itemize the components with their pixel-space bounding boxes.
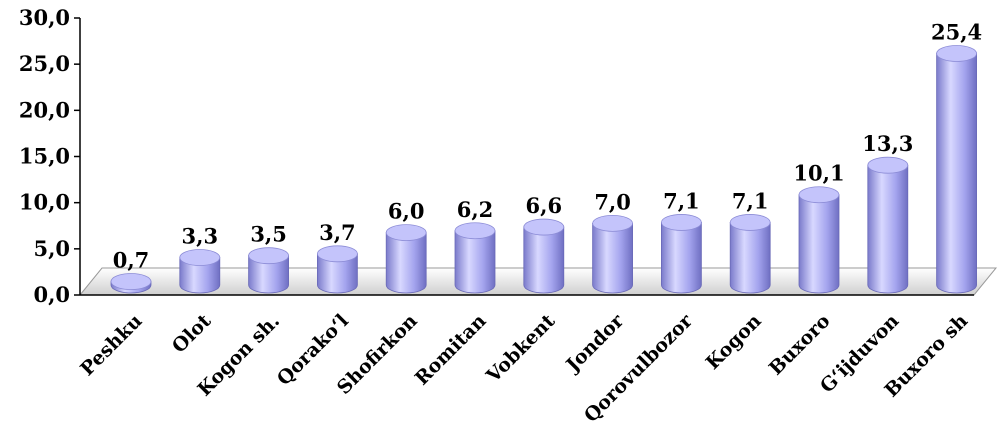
- bar: [798, 186, 840, 294]
- bar-top: [454, 222, 496, 240]
- y-tick-label: 5,0: [33, 236, 70, 261]
- bar-top: [316, 245, 358, 263]
- y-tick-label: 15,0: [19, 144, 70, 169]
- bar: [523, 218, 565, 294]
- bar-top: [936, 45, 977, 62]
- bar: [179, 249, 221, 294]
- bar-body: [867, 164, 909, 294]
- y-tick-label: 0,0: [33, 282, 70, 307]
- bar-body: [385, 232, 427, 294]
- bar-body: [179, 257, 221, 294]
- bar-body: [454, 230, 496, 294]
- bar-body: [317, 253, 358, 294]
- data-label: 7,0: [594, 189, 631, 214]
- bar-body: [523, 226, 565, 294]
- category-label: Olot: [168, 310, 216, 358]
- data-label: 3,7: [319, 220, 356, 245]
- bar-top: [179, 249, 221, 266]
- data-label: 13,3: [862, 131, 913, 156]
- bar-top: [798, 186, 840, 204]
- data-label: 0,7: [113, 248, 150, 273]
- bar-top: [248, 247, 290, 265]
- category-label: Kogon: [702, 310, 766, 374]
- data-label: 3,5: [250, 222, 287, 247]
- bar-body: [936, 53, 977, 294]
- bar-top: [385, 224, 427, 242]
- data-label: 7,1: [732, 188, 769, 213]
- data-label: 10,1: [793, 161, 844, 186]
- bar-top: [867, 156, 909, 174]
- bar: [454, 222, 496, 294]
- category-label: Romitan: [411, 310, 491, 390]
- bar: [936, 45, 977, 294]
- bar-top: [661, 214, 702, 231]
- bar: [867, 156, 909, 294]
- bar-top: [592, 214, 633, 232]
- bar: [592, 214, 633, 294]
- bar-top: [523, 218, 565, 236]
- data-label: 6,6: [526, 193, 563, 218]
- y-tick-label: 25,0: [19, 51, 70, 76]
- category-label: Vobkent: [482, 310, 560, 388]
- y-tick-label: 10,0: [19, 190, 70, 215]
- bar-top: [729, 214, 771, 231]
- bar-body: [729, 222, 771, 294]
- y-tick-label: 30,0: [19, 5, 70, 30]
- data-label: 6,2: [457, 197, 494, 222]
- bar: [729, 214, 771, 294]
- bar-body: [248, 255, 289, 294]
- y-tick-label: 20,0: [19, 97, 70, 122]
- data-label: 25,4: [931, 19, 982, 44]
- bar: [316, 245, 358, 294]
- data-label: 7,1: [663, 188, 700, 213]
- bar: [661, 214, 702, 294]
- bar: [248, 247, 290, 294]
- data-label: 3,3: [182, 224, 219, 249]
- category-label: Jondor: [561, 309, 629, 377]
- bar-body: [661, 222, 702, 294]
- category-label: Peshku: [76, 310, 146, 380]
- bar-body: [798, 194, 840, 294]
- bar-body: [592, 222, 633, 294]
- bar: [385, 224, 427, 294]
- data-label: 6,0: [388, 199, 425, 224]
- category-label: Buxoro: [765, 310, 835, 380]
- bar-top: [110, 273, 152, 290]
- bar: [110, 273, 152, 294]
